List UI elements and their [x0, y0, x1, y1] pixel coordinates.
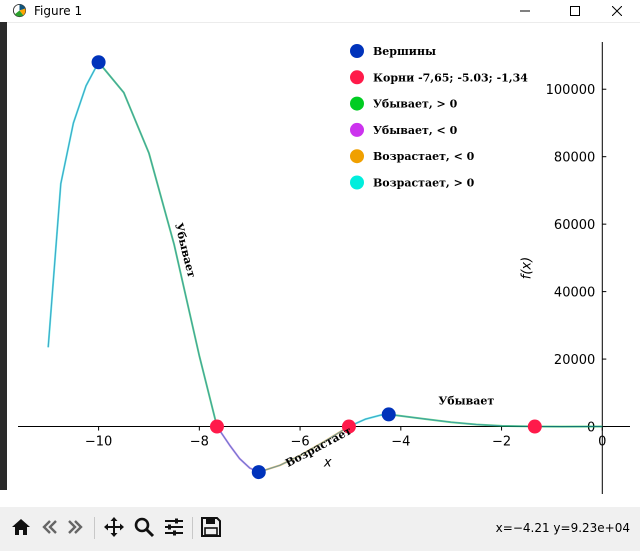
pan-icon — [104, 517, 124, 537]
configure-subplots-icon — [165, 518, 183, 536]
home-button[interactable] — [9, 515, 33, 539]
y-tick-label: 20000 — [554, 353, 595, 368]
matplotlib-icon — [12, 3, 27, 18]
legend-marker — [350, 96, 364, 111]
legend-label: Корни -7,65; -5.03; -1,34 — [373, 71, 528, 84]
y-tick-label: 0 — [587, 421, 595, 436]
legend-marker — [350, 175, 364, 190]
legend-marker — [350, 122, 364, 137]
cursor-coordinates: x=−4.21 y=9.23e+04 — [495, 521, 630, 535]
save-icon — [201, 517, 221, 537]
legend-label: Убывает, < 0 — [373, 124, 458, 137]
home-icon — [12, 519, 30, 535]
x-tick-label: −6 — [290, 435, 309, 450]
figure-canvas[interactable]: −10 −8 −6 −4 −2 00 20000 40000 60000 80000 100000 x… — [0, 22, 640, 507]
maximize-icon — [570, 6, 580, 16]
x-tick-label: −8 — [190, 435, 209, 450]
x-tick-label: −10 — [85, 435, 112, 450]
window-title: Figure 1 — [34, 4, 83, 18]
vertex-point — [91, 55, 106, 70]
pan-button[interactable] — [102, 515, 126, 539]
legend: Вершины Корни -7,65; -5.03; -1,34 Убывает,… — [350, 44, 528, 190]
legend-marker — [350, 149, 364, 164]
configure-subplots-button[interactable] — [162, 515, 186, 539]
legend-label: Возрастает, > 0 — [373, 177, 475, 190]
x-tick-label: −2 — [492, 435, 511, 450]
zoom-button[interactable] — [132, 515, 156, 539]
root-point — [209, 419, 224, 434]
zoom-icon — [134, 517, 155, 538]
save-button[interactable] — [199, 515, 223, 539]
x-tick-label: −4 — [391, 435, 410, 450]
maximize-button[interactable] — [552, 0, 598, 22]
window-titlebar: Figure 1 — [0, 0, 640, 23]
background-window-strip — [0, 22, 7, 490]
x-axis-label: x — [323, 456, 332, 471]
toolbar-separator — [192, 517, 193, 539]
x-tick-label: 0 — [598, 435, 606, 450]
legend-label: Возрастает, < 0 — [373, 150, 475, 163]
minimize-button[interactable] — [502, 0, 548, 22]
y-tick-label: 60000 — [554, 218, 595, 233]
navigation-toolbar: x=−4.21 y=9.23e+04 — [0, 507, 640, 551]
forward-button[interactable] — [64, 515, 88, 539]
legend-marker — [350, 44, 364, 58]
minimize-icon — [520, 10, 530, 12]
root-point — [341, 419, 356, 434]
function-curve — [47, 61, 603, 473]
y-tick-label: 80000 — [554, 151, 595, 166]
curve-segment — [216, 425, 260, 474]
y-tick-label: 100000 — [546, 83, 596, 98]
y-tick-label: 40000 — [554, 286, 595, 301]
forward-icon — [68, 520, 83, 534]
toolbar-separator — [94, 517, 95, 539]
legend-label: Убывает, > 0 — [373, 98, 458, 111]
vertex-point — [251, 465, 266, 480]
curve-annotation: Убывает — [438, 395, 494, 408]
close-icon — [612, 6, 622, 16]
curve-segment — [47, 61, 389, 428]
curves — [47, 61, 603, 474]
legend-marker — [350, 70, 364, 85]
back-icon — [42, 520, 57, 534]
y-axis-label: f(x) — [519, 257, 534, 279]
root-point — [527, 419, 542, 434]
vertex-and-root-markers — [91, 55, 542, 480]
back-button[interactable] — [37, 515, 61, 539]
close-button[interactable] — [594, 0, 640, 22]
vertex-point — [381, 407, 396, 422]
legend-label: Вершины — [373, 45, 436, 58]
